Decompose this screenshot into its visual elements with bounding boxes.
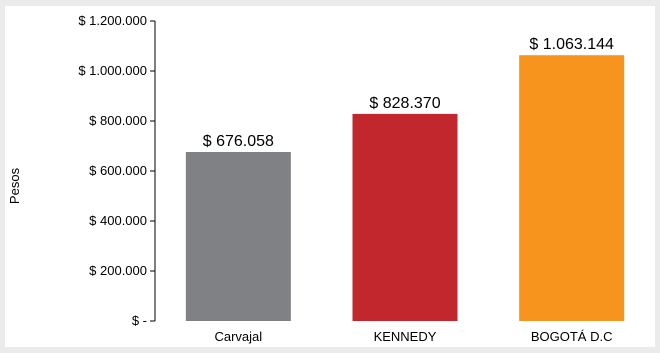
y-tick-label: $ 200.000 <box>89 263 147 278</box>
y-tick-label: $ 600.000 <box>89 163 147 178</box>
x-category-label: Carvajal <box>214 329 262 344</box>
bar-chart: Pesos $ - $ 200.000 $ 400.000 $ 600.000 $ 80… <box>5 6 655 347</box>
x-category-label: BOGOTÁ D.C <box>531 329 613 344</box>
bars: $ 676.058 $ 828.370 $ 1.063.144 <box>185 36 625 322</box>
bar-bogot-d-c <box>519 55 625 322</box>
y-axis: $ - $ 200.000 $ 400.000 $ 600.000 $ 800.000 $… <box>78 13 155 328</box>
y-axis-title: Pesos <box>7 167 22 204</box>
data-label: $ 1.063.144 <box>529 36 614 53</box>
x-axis: Carvajal KENNEDY BOGOTÁ D.C <box>214 329 612 344</box>
chart-canvas: Pesos $ - $ 200.000 $ 400.000 $ 600.000 $ 80… <box>7 13 625 344</box>
data-label: $ 828.370 <box>369 95 440 112</box>
y-tick-label: $ 800.000 <box>89 113 147 128</box>
bar-kennedy <box>352 113 458 321</box>
y-tick-label: $ 1.000.000 <box>78 63 147 78</box>
y-tick-label: $ 400.000 <box>89 213 147 228</box>
bar-carvajal <box>185 151 291 321</box>
y-tick-label: $ - <box>132 313 147 328</box>
y-tick-label: $ 1.200.000 <box>78 13 147 28</box>
x-category-label: KENNEDY <box>374 329 437 344</box>
data-label: $ 676.058 <box>203 133 274 150</box>
